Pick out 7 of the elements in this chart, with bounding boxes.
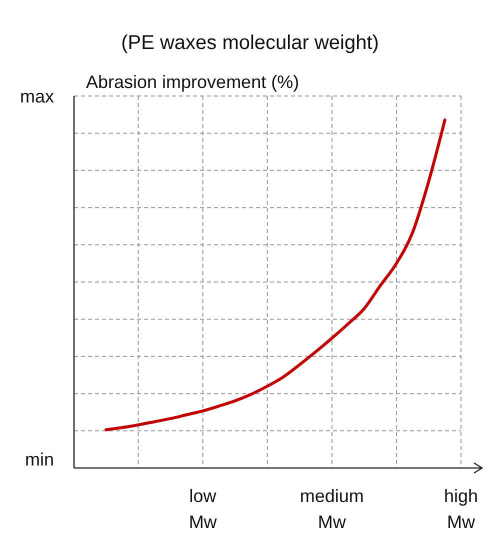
y-axis-title: Abrasion improvement (%) xyxy=(86,72,300,92)
text: min xyxy=(24,449,54,470)
x-tick-label: high Mw xyxy=(444,486,478,532)
x-tick-label: low Mw xyxy=(188,486,218,532)
chart-title: (PE waxes molecular weight) xyxy=(121,32,379,54)
text: max xyxy=(20,86,54,106)
x-tick-label: medium Mw xyxy=(300,486,364,532)
